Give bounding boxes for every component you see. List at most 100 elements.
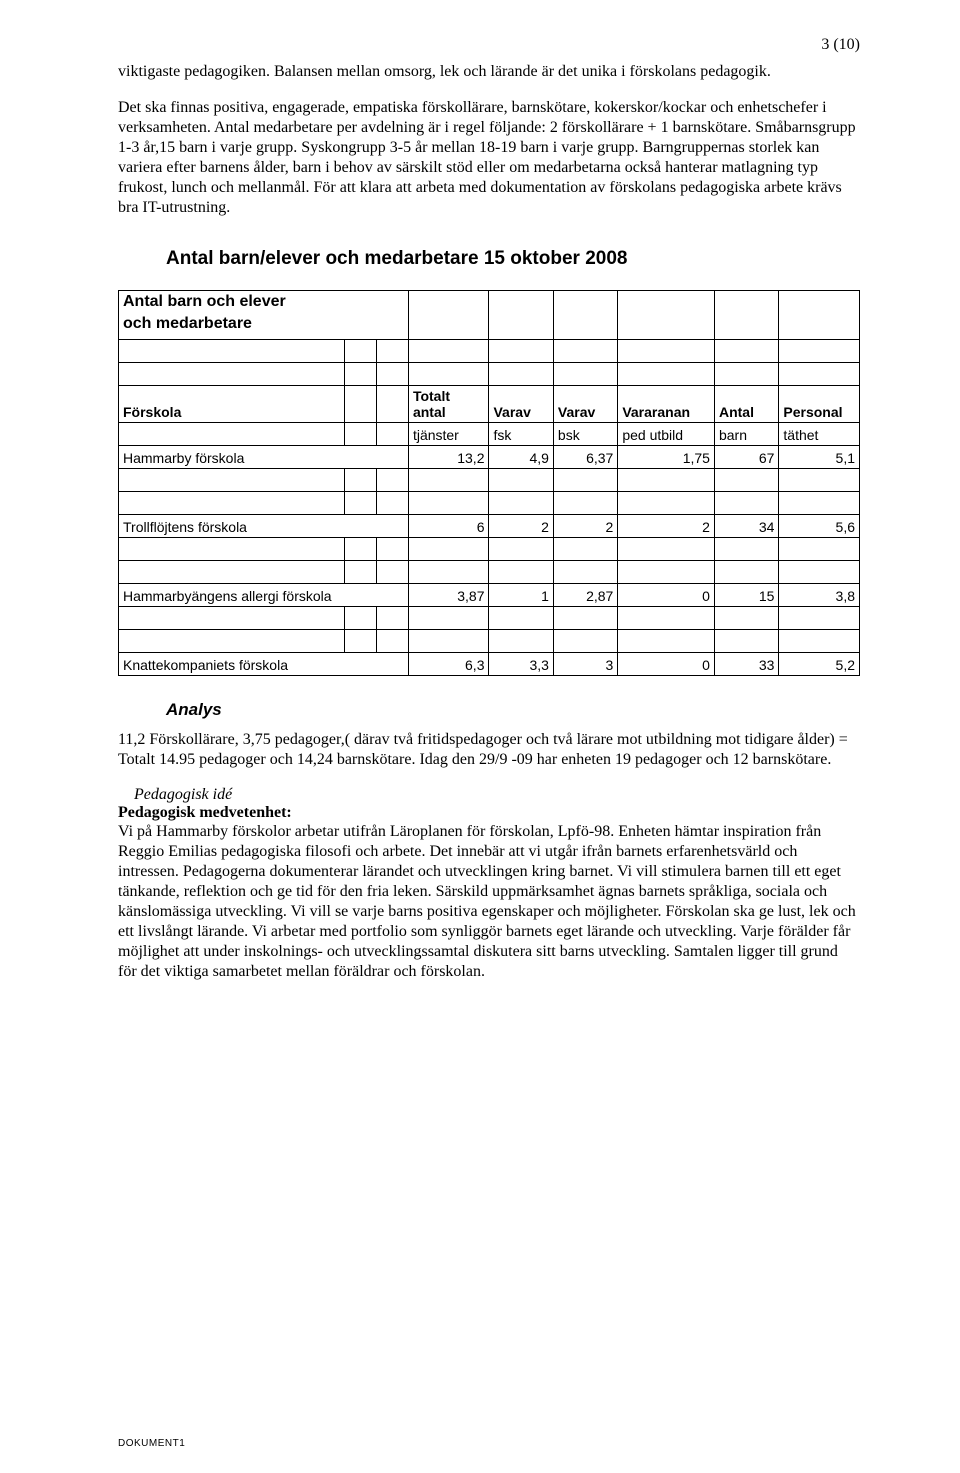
table-header-cell: Vararanan: [618, 386, 715, 423]
table-cell-blank: [714, 538, 778, 561]
paragraph-4: Vi på Hammarby förskolor arbetar utifrån…: [118, 822, 860, 982]
table-cell-blank: [119, 363, 345, 386]
table-cell-blank: [553, 538, 617, 561]
table-cell: 6,37: [553, 446, 617, 469]
table-cell-blank: [344, 363, 376, 386]
document-page: 3 (10) viktigaste pedagogiken. Balansen …: [0, 0, 960, 1473]
table-row-blank: [119, 363, 860, 386]
table-cell: 34: [714, 515, 778, 538]
table-cell-blank: [553, 607, 617, 630]
table-cell: 5,1: [779, 446, 860, 469]
table-cell-blank: [376, 340, 408, 363]
table-header-cell: fsk: [489, 423, 553, 446]
table-cell-blank: [376, 492, 408, 515]
table-row: Knattekompaniets förskola6,33,330335,2: [119, 653, 860, 676]
table-cell-blank: [779, 630, 860, 653]
table-cell-blank: [489, 469, 553, 492]
table-header-row: tjänsterfskbskped utbildbarntäthet: [119, 423, 860, 446]
table-cell-blank: [376, 363, 408, 386]
table-cell-blank: [344, 630, 376, 653]
table-cell-blank: [344, 492, 376, 515]
table-cell-blank: [119, 630, 345, 653]
table-cell-blank: [489, 291, 553, 340]
table-cell-blank: [408, 561, 489, 584]
table-cell: 3: [553, 653, 617, 676]
table-subtitle: Antal barn och eleveroch medarbetare: [119, 291, 409, 340]
table-header-cell: [344, 386, 376, 423]
table-cell-blank: [779, 561, 860, 584]
table-cell-blank: [779, 538, 860, 561]
table-row-blank: [119, 469, 860, 492]
body-text-block-3: Vi på Hammarby förskolor arbetar utifrån…: [118, 822, 860, 982]
table-cell-blank: [376, 538, 408, 561]
table-cell-blank: [779, 492, 860, 515]
table-row-blank: [119, 340, 860, 363]
table-header-cell: Antal: [714, 386, 778, 423]
table-cell-blank: [618, 363, 715, 386]
table-header-cell: Varav: [489, 386, 553, 423]
table-header-cell: Personal: [779, 386, 860, 423]
paragraph-3: 11,2 Förskollärare, 3,75 pedagoger,( där…: [118, 730, 860, 770]
table-cell-blank: [408, 492, 489, 515]
table-cell-blank: [553, 469, 617, 492]
table-header-cell: bsk: [553, 423, 617, 446]
table-cell-blank: [618, 492, 715, 515]
table-cell-blank: [408, 363, 489, 386]
table-cell-blank: [119, 469, 345, 492]
table-row-blank: [119, 538, 860, 561]
table-cell: 3,3: [489, 653, 553, 676]
table-header-cell: tjänster: [408, 423, 489, 446]
table-cell-blank: [779, 340, 860, 363]
table-cell-blank: [714, 607, 778, 630]
table-row-blank: [119, 492, 860, 515]
table-cell-blank: [408, 469, 489, 492]
table-cell-blank: [618, 630, 715, 653]
table-row-blank: [119, 561, 860, 584]
paragraph-2: Det ska finnas positiva, engagerade, emp…: [118, 98, 860, 218]
pedagogisk-ide-heading: Pedagogisk idé: [134, 786, 860, 804]
table-row: Hammarby förskola13,24,96,371,75675,1: [119, 446, 860, 469]
table-cell-blank: [553, 291, 617, 340]
table-cell-blank: [408, 291, 489, 340]
table-cell-blank: [618, 469, 715, 492]
table-cell: 33: [714, 653, 778, 676]
table-cell: 2: [553, 515, 617, 538]
table-cell-blank: [489, 607, 553, 630]
table-header-cell: Totaltantal: [408, 386, 489, 423]
table-cell-blank: [344, 607, 376, 630]
table-cell-blank: [714, 561, 778, 584]
table-cell-blank: [344, 469, 376, 492]
table-header-cell: Förskola: [119, 386, 345, 423]
table-cell-blank: [119, 492, 345, 515]
table-cell-blank: [618, 538, 715, 561]
table-row-label: Knattekompaniets förskola: [119, 653, 409, 676]
table-cell: 13,2: [408, 446, 489, 469]
table-header-row: FörskolaTotaltantalVaravVaravVararananAn…: [119, 386, 860, 423]
table-cell: 1: [489, 584, 553, 607]
pedagogisk-medvetenhet-heading: Pedagogisk medvetenhet:: [118, 804, 860, 822]
table-cell: 6: [408, 515, 489, 538]
table-cell: 5,6: [779, 515, 860, 538]
table-cell-blank: [489, 340, 553, 363]
table-row-label: Trollflöjtens förskola: [119, 515, 409, 538]
table-cell-blank: [553, 363, 617, 386]
table-cell-blank: [119, 561, 345, 584]
table-cell: 3,87: [408, 584, 489, 607]
table-cell: 2,87: [553, 584, 617, 607]
table-cell-blank: [376, 630, 408, 653]
table-cell: 4,9: [489, 446, 553, 469]
table-header-cell: [376, 423, 408, 446]
table-cell-blank: [489, 363, 553, 386]
staff-table: Antal barn och eleveroch medarbetare För…: [118, 290, 860, 676]
table-cell-blank: [408, 630, 489, 653]
table-cell-blank: [408, 607, 489, 630]
table-cell-blank: [489, 561, 553, 584]
table-cell-blank: [489, 538, 553, 561]
table-row-label: Hammarbyängens allergi förskola: [119, 584, 409, 607]
table-cell-blank: [779, 607, 860, 630]
table-cell-blank: [119, 538, 345, 561]
table-cell-blank: [344, 561, 376, 584]
analys-heading: Analys: [166, 700, 860, 720]
table-cell-blank: [618, 607, 715, 630]
table-cell-blank: [408, 538, 489, 561]
